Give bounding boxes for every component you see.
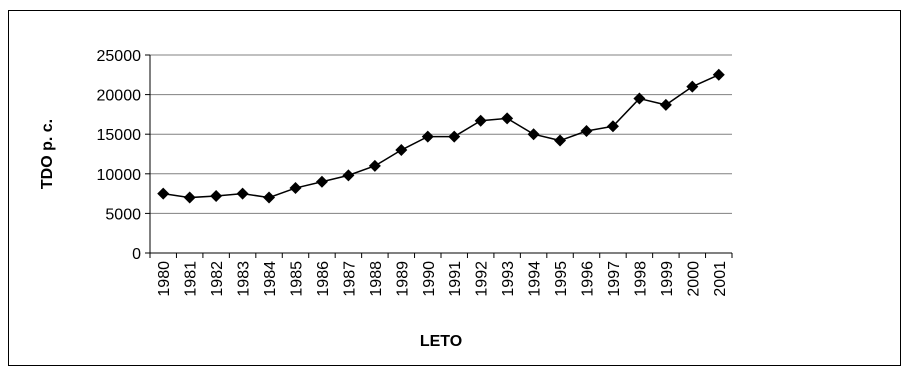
gridlines	[150, 54, 732, 214]
x-tick-label: 1999	[659, 261, 676, 297]
data-point	[342, 169, 355, 182]
data-point	[580, 125, 593, 138]
x-tick-label: 1982	[209, 261, 226, 297]
x-axis-title: LETO	[420, 333, 462, 350]
x-tick-label: 1989	[394, 261, 411, 297]
x-tick-label: 1984	[262, 261, 279, 297]
y-tick-label: 20000	[97, 88, 142, 105]
y-tick-label: 25000	[97, 48, 142, 65]
x-tick-label: 1981	[183, 261, 200, 297]
data-point	[501, 112, 514, 125]
data-point	[633, 92, 646, 105]
x-tick-label: 2000	[685, 261, 702, 297]
data-point	[289, 182, 302, 195]
y-tick-label: 15000	[97, 127, 142, 144]
data-point	[421, 130, 434, 143]
chart-frame	[8, 10, 901, 366]
x-tick-label: 1987	[341, 261, 358, 297]
data-point	[474, 114, 487, 127]
y-tick-labels: 0 5000 10000 15000 20000 25000	[97, 48, 150, 263]
x-tick-label: 1997	[606, 261, 623, 297]
x-tick-label: 2001	[712, 261, 729, 297]
y-tick-label: 5000	[105, 206, 141, 223]
data-point	[183, 191, 196, 204]
x-tick-label: 1985	[289, 261, 306, 297]
axes	[149, 55, 732, 254]
x-tick-label: 1986	[315, 261, 332, 297]
y-tick-label: 10000	[97, 167, 142, 184]
series	[157, 68, 725, 204]
x-tick-label: 1990	[421, 261, 438, 297]
data-point	[263, 191, 276, 204]
data-point	[527, 128, 540, 141]
data-point	[236, 187, 249, 200]
x-tick-label: 1991	[447, 261, 464, 297]
data-point	[315, 175, 328, 188]
x-tick-label: 1988	[368, 261, 385, 297]
data-point	[712, 68, 725, 81]
x-tick-label: 1998	[632, 261, 649, 297]
y-axis-title: TDO p. c.	[39, 119, 56, 189]
data-point	[210, 189, 223, 202]
x-tick-label: 1993	[500, 261, 517, 297]
data-point	[157, 187, 170, 200]
data-point	[448, 130, 461, 143]
data-point	[368, 159, 381, 172]
data-point	[659, 98, 672, 111]
data-point	[606, 120, 619, 133]
series-line	[163, 74, 720, 199]
x-tick-label: 1994	[527, 261, 544, 297]
data-point	[686, 80, 699, 93]
x-tick-labels: 1980 1981 1982 1983 1984 1985 1986 1987 1988 1989…	[149, 253, 733, 297]
data-point	[554, 134, 567, 147]
x-tick-label: 1992	[474, 261, 491, 297]
x-tick-label: 1983	[236, 261, 253, 297]
x-tick-label: 1995	[553, 261, 570, 297]
data-point	[395, 144, 408, 157]
x-tick-label: 1980	[156, 261, 173, 297]
y-tick-label: 0	[132, 246, 141, 263]
x-tick-label: 1996	[580, 261, 597, 297]
